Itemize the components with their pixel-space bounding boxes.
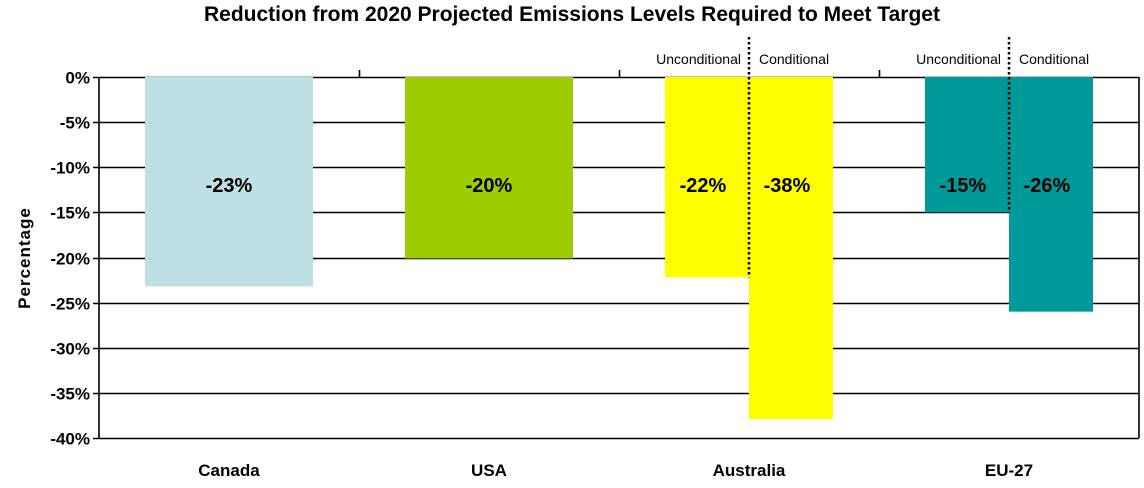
data-label: -26% [1024,175,1071,197]
y-tick-label: -10% [50,159,90,178]
bar [145,77,313,287]
y-tick-label: -15% [50,204,90,223]
data-label: -20% [466,175,513,197]
sub-label: Unconditional [916,51,1001,67]
y-tick-label: -25% [50,295,90,314]
y-tick-label: -40% [50,430,90,449]
bar [749,77,833,420]
x-category-label: USA [471,461,507,480]
y-tick-label: 0% [65,69,90,88]
y-tick-label: -30% [50,340,90,359]
data-label: -22% [680,175,727,197]
y-tick-label: -5% [60,114,90,133]
y-tick-label: -35% [50,385,90,404]
y-tick-label: -20% [50,250,90,269]
sub-label: Conditional [1019,51,1089,67]
x-category-label: Australia [713,461,786,480]
bar [665,77,749,278]
bar [405,77,573,259]
x-category-label: Canada [198,461,260,480]
sub-label: Unconditional [656,51,741,67]
axes [98,70,1140,438]
labels: 0% -5% -10% -15% -20% -25% -30% -35% -40% Canada -… [50,51,1089,480]
data-label: -23% [206,175,253,197]
x-category-label: EU-27 [985,461,1033,480]
bar [925,77,1009,213]
sub-label: Conditional [759,51,829,67]
conditional-dividers [747,37,1011,278]
chart-title: Reduction from 2020 Projected Emissions … [204,3,940,26]
y-axis-title: Percentage [15,207,34,309]
data-label: -15% [940,175,987,197]
data-label: -38% [764,175,811,197]
bars [145,77,1093,420]
bar [1009,77,1093,312]
